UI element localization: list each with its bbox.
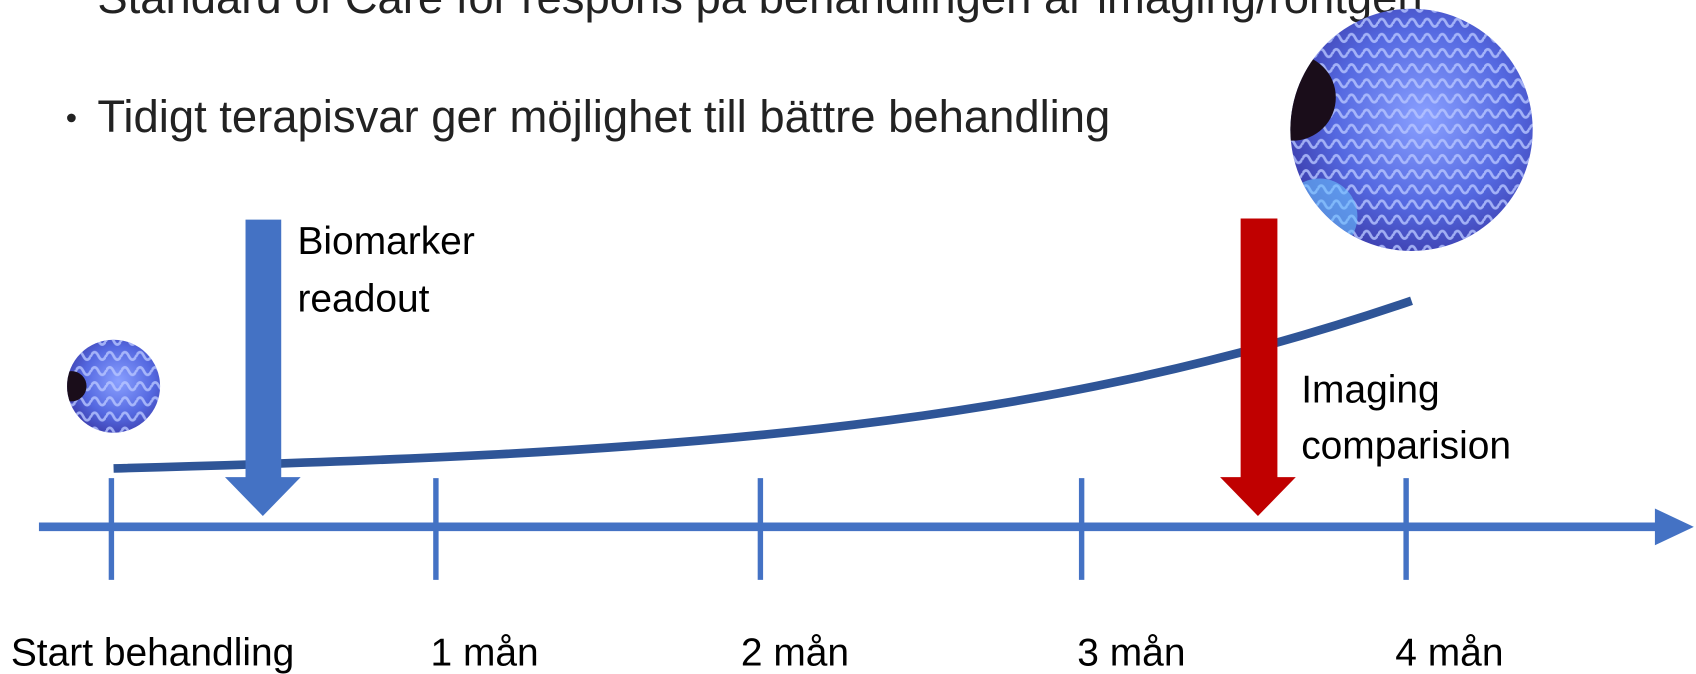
cell-image-small [67, 339, 161, 433]
bullet-text: Standard of Care för respons på behandli… [97, 0, 1422, 23]
imaging-arrow [1220, 218, 1296, 517]
timeline-label: 4 mån [1395, 631, 1503, 674]
bullet-dot [67, 113, 76, 123]
marker-label: readout [297, 278, 429, 321]
timeline-label: Start behandling [11, 631, 294, 674]
timeline-label: 3 mån [1077, 631, 1185, 674]
marker-label: comparision [1301, 425, 1511, 468]
growth-curve [113, 296, 1413, 473]
marker-label: Biomarker [297, 220, 474, 263]
bullet-text: Tidigt terapisvar ger möjlighet till bät… [97, 91, 1110, 142]
biomarker-arrow [224, 219, 301, 517]
timeline-arrowhead [1654, 508, 1694, 546]
marker-label: Imaging [1301, 368, 1439, 411]
timeline-label: 1 mån [430, 631, 538, 674]
cell-image-large [1290, 8, 1533, 252]
timeline-label: 2 mån [741, 631, 849, 674]
